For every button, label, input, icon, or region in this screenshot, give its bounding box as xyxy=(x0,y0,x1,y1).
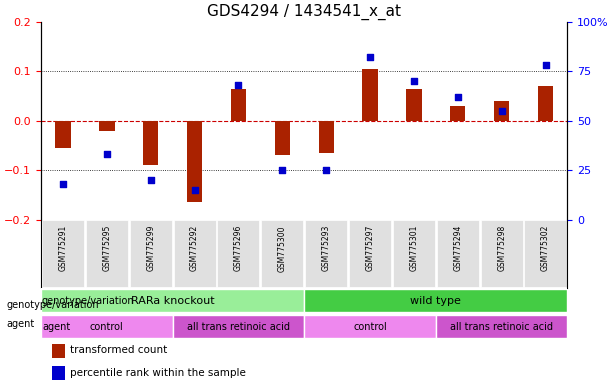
Point xyxy=(278,167,287,173)
Point xyxy=(409,78,419,84)
Bar xyxy=(362,69,378,121)
Bar xyxy=(275,121,290,155)
FancyBboxPatch shape xyxy=(393,220,435,287)
Point xyxy=(453,94,463,100)
Text: agent: agent xyxy=(42,322,70,332)
Bar xyxy=(436,315,568,338)
Text: percentile rank within the sample: percentile rank within the sample xyxy=(70,367,246,377)
FancyBboxPatch shape xyxy=(86,220,128,287)
Text: genotype/variation: genotype/variation xyxy=(6,300,99,310)
Text: RARa knockout: RARa knockout xyxy=(131,296,215,306)
Text: GSM775296: GSM775296 xyxy=(234,225,243,271)
Bar xyxy=(230,89,246,121)
FancyBboxPatch shape xyxy=(349,220,391,287)
FancyBboxPatch shape xyxy=(481,220,523,287)
Bar xyxy=(319,121,334,153)
Text: all trans retinoic acid: all trans retinoic acid xyxy=(450,322,553,332)
Point xyxy=(321,167,331,173)
Text: wild type: wild type xyxy=(411,296,462,306)
Text: GSM775291: GSM775291 xyxy=(58,225,67,271)
Bar xyxy=(173,315,304,338)
Point xyxy=(102,151,112,157)
Text: transformed count: transformed count xyxy=(70,346,167,356)
Text: GSM775295: GSM775295 xyxy=(102,225,112,271)
Text: GSM775300: GSM775300 xyxy=(278,225,287,271)
Bar xyxy=(41,315,173,338)
Bar xyxy=(41,289,304,312)
Bar xyxy=(143,121,158,165)
Bar xyxy=(304,289,568,312)
FancyBboxPatch shape xyxy=(42,220,84,287)
Point xyxy=(234,82,243,88)
Point xyxy=(365,54,375,60)
Text: GSM775299: GSM775299 xyxy=(146,225,155,271)
Text: all trans retinoic acid: all trans retinoic acid xyxy=(187,322,290,332)
FancyBboxPatch shape xyxy=(525,220,566,287)
Title: GDS4294 / 1434541_x_at: GDS4294 / 1434541_x_at xyxy=(207,4,402,20)
Text: GSM775294: GSM775294 xyxy=(453,225,462,271)
Bar xyxy=(406,89,422,121)
Text: GSM775293: GSM775293 xyxy=(322,225,330,271)
Bar xyxy=(55,121,70,148)
Point xyxy=(58,181,68,187)
Bar xyxy=(494,101,509,121)
Point xyxy=(189,187,199,193)
FancyBboxPatch shape xyxy=(261,220,303,287)
Text: GSM775301: GSM775301 xyxy=(409,225,419,271)
Bar xyxy=(538,86,553,121)
Bar xyxy=(187,121,202,202)
Text: genotype/variation: genotype/variation xyxy=(42,296,134,306)
FancyBboxPatch shape xyxy=(436,220,479,287)
FancyBboxPatch shape xyxy=(129,220,172,287)
Bar xyxy=(99,121,115,131)
Text: agent: agent xyxy=(6,319,34,329)
Point xyxy=(146,177,156,183)
Bar xyxy=(51,366,65,380)
Bar xyxy=(450,106,465,121)
Bar xyxy=(51,344,65,358)
Point xyxy=(497,108,506,114)
FancyBboxPatch shape xyxy=(218,220,259,287)
Text: GSM775292: GSM775292 xyxy=(190,225,199,271)
Text: control: control xyxy=(353,322,387,332)
Bar xyxy=(304,315,436,338)
Text: GSM775298: GSM775298 xyxy=(497,225,506,271)
Text: GSM775297: GSM775297 xyxy=(365,225,375,271)
Text: GSM775302: GSM775302 xyxy=(541,225,550,271)
FancyBboxPatch shape xyxy=(305,220,347,287)
Text: control: control xyxy=(90,322,124,332)
FancyBboxPatch shape xyxy=(173,220,216,287)
Point xyxy=(541,62,550,68)
